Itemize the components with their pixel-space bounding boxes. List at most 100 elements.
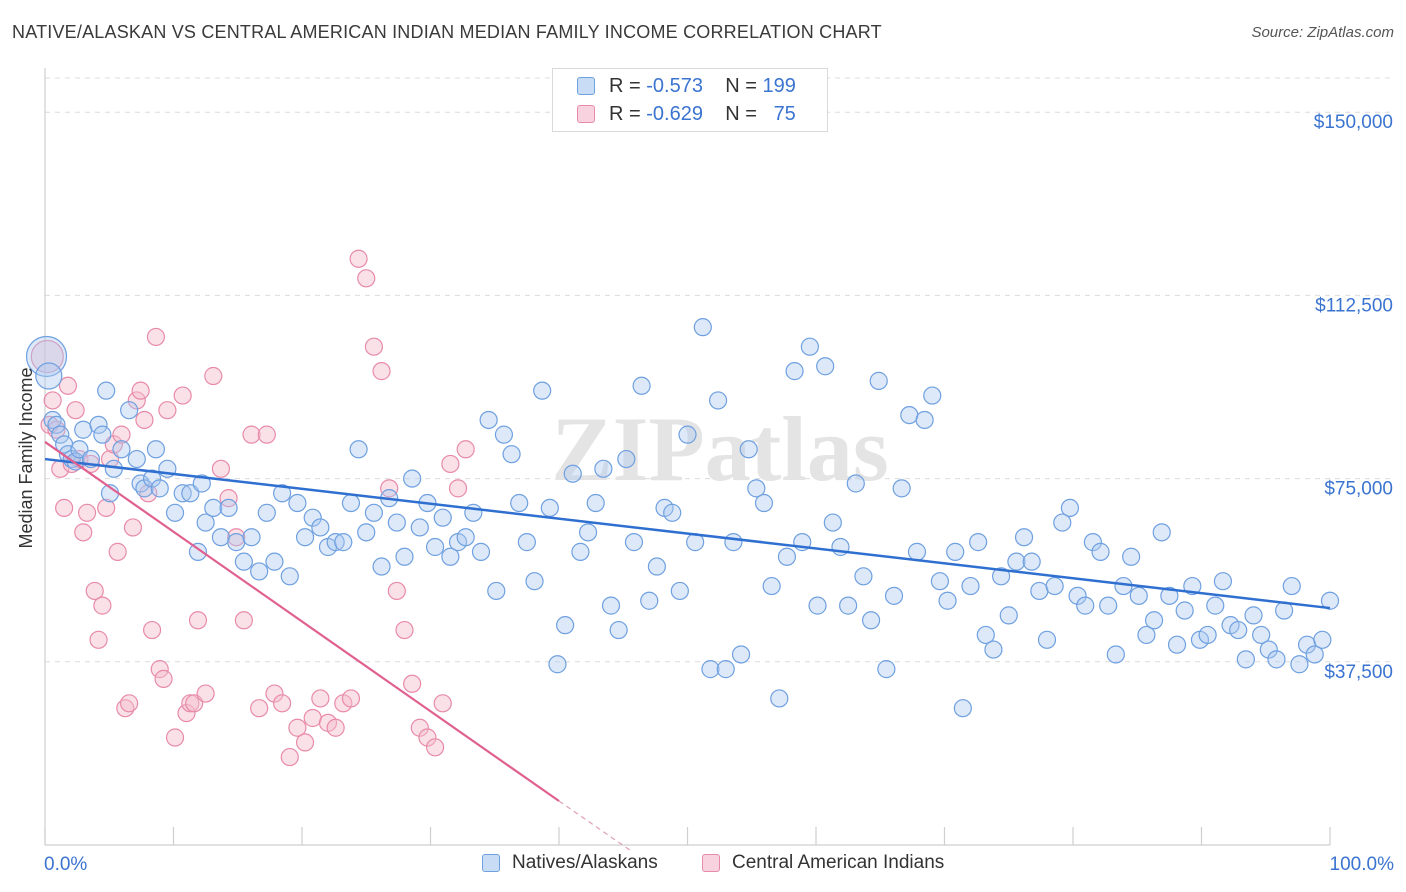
blue-point xyxy=(716,660,735,679)
blue-point xyxy=(754,493,774,513)
axis-labels: $37,500 $75,000 $112,500 $150,000 0.0% 100.0%… xyxy=(16,112,1394,875)
blue-point xyxy=(563,464,582,483)
blue-point xyxy=(93,425,112,444)
blue-point xyxy=(617,449,636,469)
legend-r-value: -0.629 xyxy=(646,102,703,125)
blue-point xyxy=(1030,581,1049,601)
blue-point xyxy=(861,611,881,630)
blue-point xyxy=(1014,528,1034,547)
blue-point xyxy=(1083,533,1102,552)
blue-point xyxy=(1290,655,1309,674)
blue-point xyxy=(1198,625,1217,645)
blue-point xyxy=(387,513,406,532)
pink-point xyxy=(288,718,307,737)
blue-point xyxy=(578,523,598,542)
blue-point xyxy=(1091,542,1110,561)
pink-point xyxy=(227,528,246,547)
pink-point xyxy=(234,611,253,630)
pink-point xyxy=(181,694,200,713)
stats-legend: R = -0.573 N = 199 R = -0.629 N = 75 xyxy=(552,68,828,132)
trend-line-pink-extension xyxy=(558,800,631,851)
legend-row-blue: R = -0.573 N = 199 xyxy=(577,73,796,99)
legend-n-label: N = xyxy=(725,102,757,125)
blue-point xyxy=(227,533,246,552)
blue-point xyxy=(999,606,1018,625)
y-axis-label: Median Family Income xyxy=(16,367,36,548)
blue-point xyxy=(670,581,689,601)
chart-source: Source: ZipAtlas.com xyxy=(1251,24,1394,41)
blue-point xyxy=(74,420,93,439)
pink-point xyxy=(66,401,85,420)
pink-point xyxy=(364,337,383,356)
grid-lines xyxy=(45,77,1395,663)
trend-lines xyxy=(44,441,1331,851)
legend-n-value: 199 xyxy=(762,74,796,97)
blue-point xyxy=(250,562,269,581)
blue-point xyxy=(1122,547,1141,566)
pink-point xyxy=(395,620,414,640)
pink-point xyxy=(211,459,231,478)
blue-point xyxy=(930,572,950,591)
blue-point xyxy=(135,479,154,498)
trend-line-pink xyxy=(44,441,560,802)
pink-point xyxy=(154,669,173,688)
legend-swatch-pink xyxy=(577,105,595,123)
blue-point xyxy=(632,376,651,395)
blue-point xyxy=(548,655,567,674)
pink-point xyxy=(357,269,376,288)
blue-point xyxy=(1244,606,1263,625)
blue-point xyxy=(403,469,422,488)
blue-point xyxy=(1045,576,1064,596)
blue-point xyxy=(816,357,835,376)
legend-item-natives: Natives/Alaskans xyxy=(482,852,658,874)
blue-point xyxy=(854,567,873,586)
axes xyxy=(44,68,1331,846)
blue-point xyxy=(288,493,307,513)
x-tick-label-max: 100.0% xyxy=(1330,854,1395,875)
blue-point xyxy=(441,547,460,566)
blue-point xyxy=(364,503,383,522)
blue-point xyxy=(433,508,452,527)
blue-point xyxy=(1267,650,1286,669)
blue-point xyxy=(1152,523,1171,542)
series-legend: Natives/Alaskans Central American Indian… xyxy=(0,852,1406,876)
pink-point xyxy=(112,425,131,444)
blue-point xyxy=(1037,630,1057,649)
pink-point xyxy=(123,518,143,537)
blue-point xyxy=(341,493,361,513)
blue-point xyxy=(785,362,804,381)
blue-point xyxy=(762,576,781,596)
blue-point xyxy=(1282,576,1301,596)
blue-point xyxy=(808,596,827,615)
blue-point xyxy=(204,498,223,518)
blue-point xyxy=(165,503,185,522)
blue-point xyxy=(1167,635,1187,654)
blue-point xyxy=(188,542,208,561)
blue-point xyxy=(471,542,491,561)
blue-point xyxy=(395,547,414,566)
blue-point xyxy=(777,547,797,566)
blue-point xyxy=(800,337,819,356)
blue-point xyxy=(678,425,697,444)
blue-point xyxy=(372,557,391,576)
blue-point xyxy=(494,425,514,444)
blue-point xyxy=(510,493,529,513)
blue-point xyxy=(479,410,498,430)
blue-point xyxy=(892,479,911,498)
pink-point xyxy=(433,694,452,713)
pink-point xyxy=(341,689,361,708)
pink-point xyxy=(273,694,292,713)
pink-point xyxy=(204,366,223,386)
blue-points xyxy=(25,318,1340,718)
blue-point xyxy=(594,459,613,478)
pink-point xyxy=(425,738,445,757)
x-tick-label-min: 0.0% xyxy=(44,854,87,875)
blue-point xyxy=(150,479,169,498)
blue-point xyxy=(1076,596,1095,615)
blue-point xyxy=(663,503,682,522)
blue-point xyxy=(517,533,536,552)
blue-point xyxy=(1252,625,1271,645)
pink-point xyxy=(165,728,185,747)
pink-point xyxy=(410,718,429,737)
y-tick-label: $112,500 xyxy=(1315,295,1393,316)
